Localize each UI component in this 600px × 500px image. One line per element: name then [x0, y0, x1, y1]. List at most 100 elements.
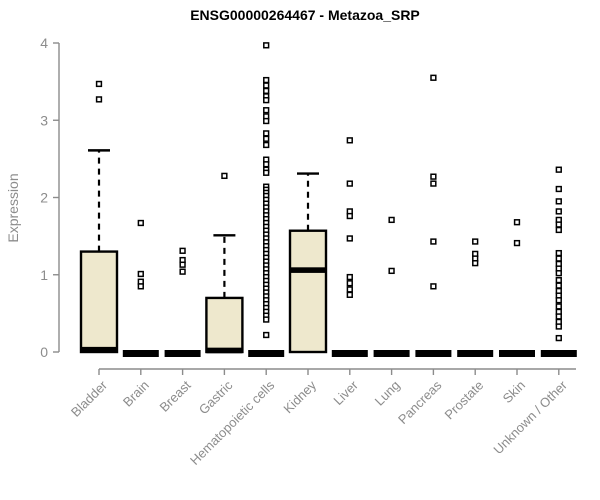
- outlier-point: [346, 291, 353, 298]
- collapsed-box-bar: [457, 350, 494, 357]
- outlier-point: [263, 141, 270, 149]
- y-tick-label-3: 3: [40, 112, 48, 128]
- outlier-point: [263, 161, 270, 168]
- x-tick-label-lung: Lung: [372, 378, 403, 409]
- outlier-point: [513, 239, 521, 247]
- x-tick-label-skin: Skin: [500, 378, 528, 406]
- y-tick-label-4: 4: [40, 35, 48, 51]
- outlier-point: [137, 219, 144, 227]
- box: [79, 250, 119, 354]
- x-tick-label-kidney: Kidney: [280, 377, 319, 416]
- outlier-point: [263, 97, 270, 104]
- boxplot-brain: [122, 219, 159, 357]
- chart-title: ENSG00000264467 - Metazoa_SRP: [190, 7, 420, 23]
- boxplot-breast: [164, 247, 201, 357]
- outlier-point: [555, 166, 562, 173]
- outlier-point: [263, 169, 270, 176]
- outlier-point: [555, 198, 562, 205]
- outlier-point: [263, 331, 270, 339]
- outlier-point: [346, 212, 353, 220]
- outlier-point: [263, 107, 270, 114]
- median-line: [206, 347, 243, 354]
- boxplot-prostate: [457, 238, 494, 357]
- outlier-point: [137, 283, 144, 290]
- boxplot-pancreas: [415, 74, 452, 357]
- box: [205, 296, 244, 354]
- outlier-point: [346, 137, 353, 144]
- x-tick-label-liver: Liver: [330, 377, 361, 408]
- outlier-point: [555, 277, 562, 284]
- boxplot-unknown-other: [540, 166, 577, 357]
- outlier-point: [555, 249, 562, 257]
- boxplot-lung: [373, 216, 410, 357]
- x-tick-label-gastric: Gastric: [196, 377, 236, 417]
- collapsed-box-bar: [373, 350, 410, 357]
- outlier-point: [263, 316, 270, 323]
- outlier-point: [430, 238, 437, 245]
- collapsed-box-bar: [499, 350, 535, 357]
- outlier-point: [263, 135, 270, 142]
- y-axis-label: Expression: [5, 173, 21, 242]
- outlier-point: [472, 260, 479, 267]
- outlier-point: [263, 130, 270, 137]
- y-tick-label-2: 2: [40, 190, 48, 206]
- x-tick-label-bladder: Bladder: [68, 377, 111, 420]
- box: [288, 229, 328, 354]
- outlier-point: [95, 96, 103, 103]
- outlier-point: [555, 282, 562, 289]
- outlier-point: [430, 74, 437, 81]
- collapsed-box-bar: [122, 350, 159, 357]
- x-tick-label-prostate: Prostate: [441, 378, 486, 423]
- outlier-point: [555, 303, 562, 310]
- outlier-point: [555, 270, 562, 277]
- outlier-point: [555, 255, 562, 262]
- outlier-point: [137, 270, 144, 278]
- outlier-point: [179, 247, 186, 254]
- outlier-point: [430, 173, 437, 180]
- outlier-point: [555, 185, 562, 193]
- outlier-point: [346, 273, 353, 281]
- collapsed-box-bar: [164, 350, 201, 357]
- outlier-point: [388, 267, 395, 275]
- x-tick-label-unknown-other: Unknown / Other: [490, 377, 570, 457]
- x-tick-label-breast: Breast: [157, 377, 194, 414]
- outlier-point: [346, 235, 353, 242]
- boxplot-gastric: [205, 172, 244, 354]
- boxplot-kidney: [288, 172, 328, 354]
- outlier-point: [346, 180, 353, 187]
- outlier-point: [555, 323, 562, 330]
- collapsed-box-bar: [540, 350, 577, 357]
- outlier-point: [346, 280, 353, 287]
- outlier-point: [555, 221, 562, 228]
- outlier-point: [430, 180, 437, 187]
- y-tick-label-0: 0: [40, 344, 48, 360]
- outlier-point: [221, 172, 228, 180]
- outlier-point: [555, 313, 562, 320]
- outlier-point: [430, 283, 437, 290]
- boxplot-hematopoietic-cells: [248, 42, 285, 357]
- outlier-point: [555, 226, 562, 234]
- collapsed-box-bar: [248, 350, 285, 357]
- boxplot-bladder: [79, 80, 119, 354]
- outlier-point: [513, 219, 521, 226]
- outlier-point: [179, 268, 186, 275]
- outlier-point: [346, 286, 353, 293]
- outlier-point: [555, 297, 562, 304]
- y-tick-label-1: 1: [40, 267, 48, 283]
- median-line: [81, 346, 117, 353]
- outlier-point: [555, 208, 562, 215]
- boxplot-liver: [331, 137, 368, 357]
- median-line: [290, 267, 326, 273]
- outlier-point: [263, 82, 270, 89]
- collapsed-box-bar: [415, 350, 452, 357]
- outlier-point: [388, 216, 395, 224]
- outlier-point: [263, 87, 270, 95]
- outlier-point: [472, 238, 479, 245]
- outlier-point: [555, 334, 562, 342]
- boxplot-skin: [499, 219, 535, 357]
- outlier-point: [263, 117, 270, 125]
- outlier-point: [95, 80, 103, 88]
